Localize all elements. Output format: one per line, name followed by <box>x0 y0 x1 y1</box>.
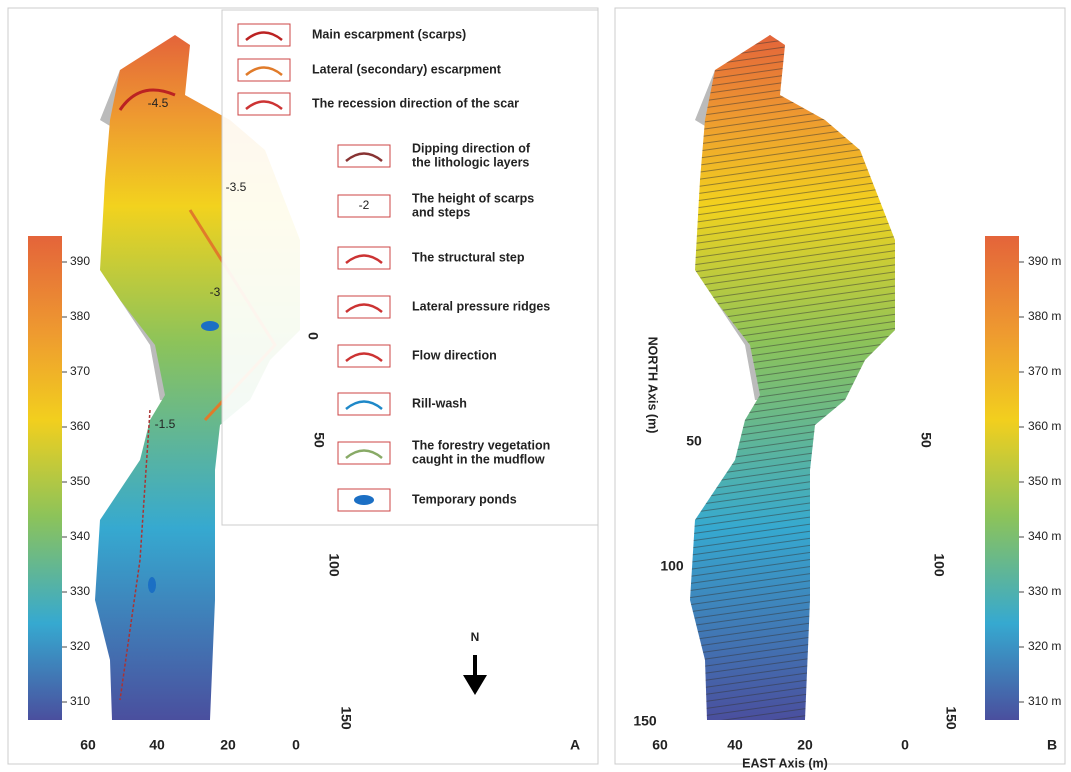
legend-label: The height of scarps <box>412 191 534 205</box>
x-axis-title: EAST Axis (m) <box>742 756 828 770</box>
colorbar-tick-label: 330 <box>70 584 90 598</box>
legend-label: Rill-wash <box>412 396 467 410</box>
east-tick-label: 20 <box>797 737 813 753</box>
north-symbol: N <box>471 630 480 644</box>
colorbar-tick-label: 320 <box>70 639 90 653</box>
east-tick-label: 40 <box>149 737 165 753</box>
colorbar-tick-label: 360 m <box>1028 419 1061 433</box>
legend-icon-frame <box>338 145 390 167</box>
colorbar-tick-label: 310 m <box>1028 694 1061 708</box>
colorbar-tick-label: 390 m <box>1028 254 1061 268</box>
legend-icon-frame <box>338 393 390 415</box>
legend-label: The structural step <box>412 250 525 264</box>
colorbar-tick-label: 340 m <box>1028 529 1061 543</box>
colorbar-tick-label: 350 m <box>1028 474 1061 488</box>
legend-icon-frame <box>338 296 390 318</box>
legend-label: The forestry vegetation <box>412 438 550 452</box>
legend-label: caught in the mudflow <box>412 452 545 466</box>
colorbar-b <box>985 236 1019 720</box>
north-tick-label: 150 <box>943 706 959 730</box>
east-tick-label: 0 <box>292 737 300 753</box>
east-tick-label: 40 <box>727 737 743 753</box>
height-label: -3.5 <box>226 180 247 194</box>
colorbar-tick-label: 370 <box>70 364 90 378</box>
legend-icon-frame <box>338 442 390 464</box>
colorbar-tick-label: 340 <box>70 529 90 543</box>
north-tick-label: 150 <box>338 706 354 730</box>
height-label: -3 <box>210 285 221 299</box>
legend-icon-frame <box>238 59 290 81</box>
legend-label: Flow direction <box>412 348 497 362</box>
colorbar-tick-label: 390 <box>70 254 90 268</box>
north-tick-label: 100 <box>660 558 684 574</box>
east-tick-label: 60 <box>652 737 668 753</box>
legend-label: Lateral pressure ridges <box>412 299 550 313</box>
legend-label: and steps <box>412 205 470 219</box>
terrain-b <box>690 35 895 720</box>
figure: 390 380 370 360 350 340 330 320 310 390 m 380 m 370… <box>0 0 1071 772</box>
legend-label: The recession direction of the scar <box>312 96 519 110</box>
colorbar-tick-label: 370 m <box>1028 364 1061 378</box>
panel-label: A <box>570 737 580 753</box>
colorbar-tick-label: 380 m <box>1028 309 1061 323</box>
legend-label: Temporary ponds <box>412 492 517 506</box>
legend-symbol: -2 <box>359 198 370 212</box>
east-tick-label: 0 <box>901 737 909 753</box>
legend-icon <box>354 495 374 505</box>
north-tick-label: 50 <box>311 432 327 448</box>
height-label: -4.5 <box>148 96 169 110</box>
north-tick-label: 50 <box>918 432 934 448</box>
north-tick-label: 50 <box>686 433 702 449</box>
colorbar-tick-label: 380 <box>70 309 90 323</box>
panel-label: B <box>1047 737 1057 753</box>
north-tick-label: 100 <box>931 553 947 577</box>
y-axis-title: NORTH Axis (m) <box>646 337 660 434</box>
north-tick-label: 150 <box>633 713 657 729</box>
legend-label: Dipping direction of <box>412 141 531 155</box>
east-tick-label: 20 <box>220 737 236 753</box>
height-label: -1.5 <box>155 417 176 431</box>
north-tick-label: 0 <box>305 332 321 340</box>
legend-label: Main escarpment (scarps) <box>312 27 466 41</box>
colorbar-tick-label: 320 m <box>1028 639 1061 653</box>
north-tick-label: 100 <box>326 553 342 577</box>
colorbar-tick-label: 350 <box>70 474 90 488</box>
legend-icon-frame <box>338 345 390 367</box>
colorbar-tick-label: 330 m <box>1028 584 1061 598</box>
legend-icon-frame <box>338 247 390 269</box>
east-tick-label: 60 <box>80 737 96 753</box>
colorbar-tick-label: 310 <box>70 694 90 708</box>
north-arrow <box>463 655 487 695</box>
legend-label: Lateral (secondary) escarpment <box>312 62 502 76</box>
colorbar-a <box>28 236 62 720</box>
colorbar-tick-label: 360 <box>70 419 90 433</box>
legend-icon-frame <box>238 93 290 115</box>
legend-icon-frame <box>238 24 290 46</box>
legend-label: the lithologic layers <box>412 155 529 169</box>
